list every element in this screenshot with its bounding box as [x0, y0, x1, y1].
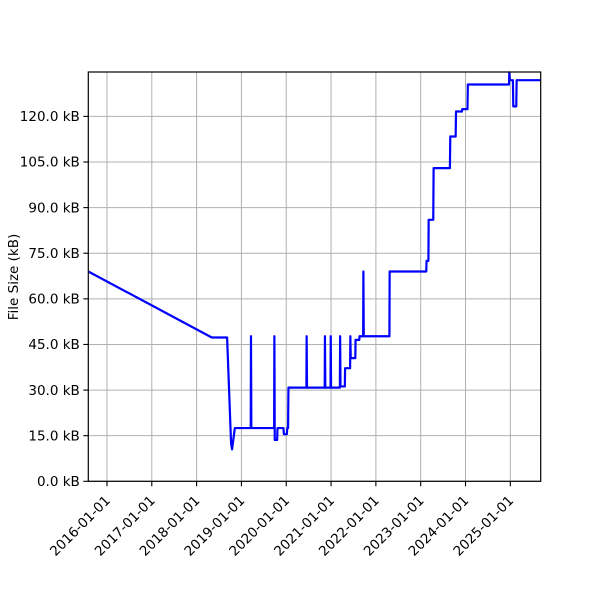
- plot-frame: [87, 71, 542, 482]
- y-tick-labels: 0.0 kB 15.0 kB 30.0 kB 45.0 kB 60.0 kB 75.0 k…: [20, 109, 80, 490]
- x-tick-labels: 2016-01-012017-01-012018-01-012019-01-01…: [47, 493, 517, 560]
- y-tick-label: 90.0 kB: [28, 200, 79, 216]
- grid: [88, 72, 541, 482]
- y-axis-label: File Size (kB): [6, 233, 22, 321]
- y-tick-label: 75.0 kB: [28, 246, 79, 262]
- y-tick-label: 120.0 kB: [20, 109, 80, 125]
- y-tick-label: 0.0 kB: [37, 474, 80, 490]
- axis-ticks: [83, 115, 511, 487]
- axes-border: [87, 71, 542, 482]
- y-tick-label: 105.0 kB: [20, 155, 80, 171]
- y-tick-label: 15.0 kB: [28, 428, 79, 444]
- y-tick-label: 60.0 kB: [28, 292, 79, 308]
- data-series: [87, 71, 541, 451]
- y-tick-label: 45.0 kB: [28, 337, 79, 353]
- file-size-line: [87, 71, 541, 451]
- y-tick-label: 30.0 kB: [28, 383, 79, 399]
